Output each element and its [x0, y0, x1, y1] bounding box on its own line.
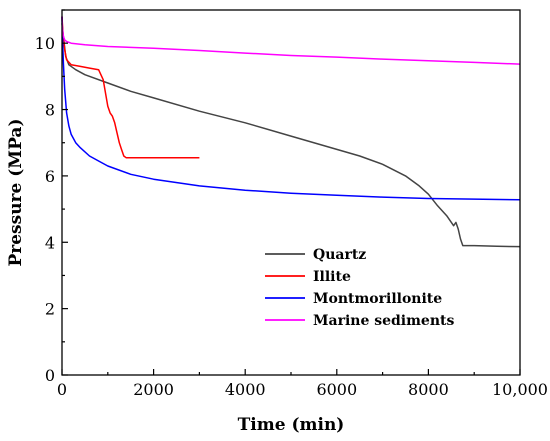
- x-axis-title: Time (min): [238, 415, 345, 435]
- x-tick-label: 0: [57, 380, 67, 399]
- axes: 0 2000 4000 6000 8000 10,000 0 2 4 6 8 10: [35, 9, 548, 399]
- legend-label-illite: Illite: [313, 269, 351, 285]
- y-axis-title: Pressure (MPa): [6, 119, 26, 267]
- x-tick-label: 10,000: [492, 380, 548, 399]
- y-tick-label: 0: [45, 366, 55, 385]
- series-line-montmorillonite: [61, 16, 521, 201]
- legend-label-quartz: Quartz: [313, 247, 366, 263]
- legend-label-montmorillonite: Montmorillonite: [313, 291, 442, 307]
- y-tick-label: 8: [45, 101, 55, 120]
- x-tick-label: 2000: [133, 380, 174, 399]
- legend: Quartz Illite Montmorillonite Marine sedime…: [265, 247, 454, 329]
- y-tick-label: 2: [45, 300, 55, 319]
- x-tick-label: 8000: [408, 380, 449, 399]
- y-tick-label: 4: [45, 233, 55, 252]
- x-tick-label: 6000: [316, 380, 357, 399]
- series-line-marine-sediments: [61, 16, 521, 65]
- series-line-quartz: [61, 23, 521, 248]
- series-line-illite: [61, 16, 200, 159]
- y-tick-label: 10: [35, 34, 55, 53]
- x-tick-label: 4000: [225, 380, 266, 399]
- legend-label-marine-sediments: Marine sediments: [313, 313, 454, 329]
- y-tick-label: 6: [45, 167, 55, 186]
- plot-area: [61, 16, 521, 248]
